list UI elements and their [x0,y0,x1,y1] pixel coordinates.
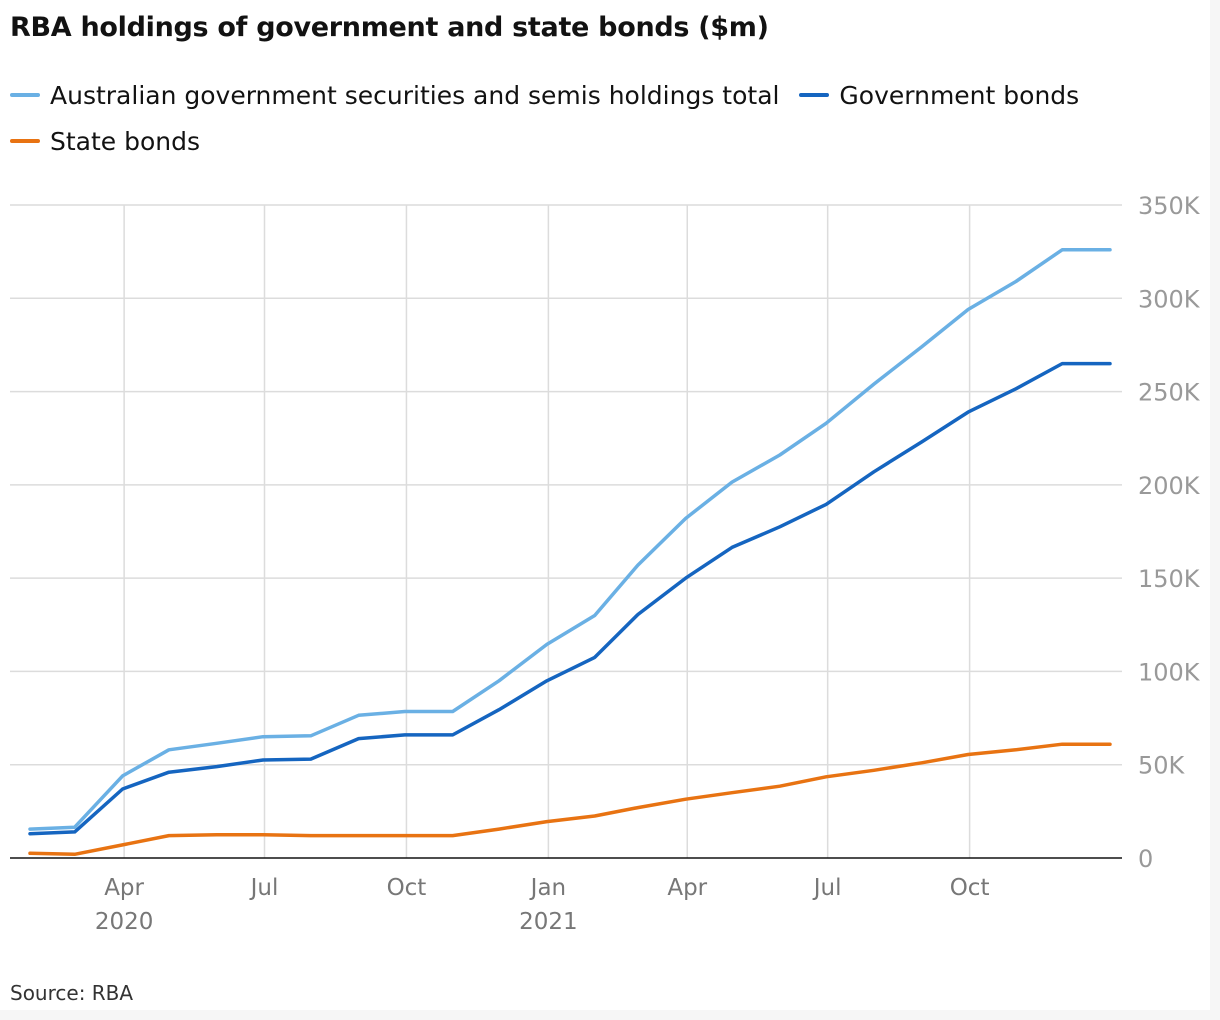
y-tick-label: 150K [1138,565,1201,593]
series-line-government [28,361,1112,836]
x-tick-label: Jul [249,875,279,901]
legend-item-state: State bonds [10,118,200,164]
y-tick-label: 0 [1138,845,1153,873]
y-tick-label: 250K [1138,379,1201,407]
y-tick-label: 200K [1138,472,1201,500]
series-line-state [28,742,1112,857]
legend-swatch-government [799,93,830,97]
x-tick-label: Oct [387,875,427,901]
y-tick-label: 100K [1138,658,1201,686]
series-line-total [28,248,1112,831]
x-tick-label: Oct [950,875,990,901]
x-tick-label: Apr [667,875,707,901]
x-tick-label: Jan [529,875,566,901]
chart-title: RBA holdings of government and state bon… [10,12,769,43]
chart-legend: Australian government securities and sem… [10,72,1190,164]
legend-swatch-state [10,139,40,143]
y-tick-label: 50K [1138,752,1186,780]
legend-label-total: Australian government securities and sem… [50,80,780,110]
legend-swatch-total [10,93,40,97]
line-chart: 0 50K 100K 150K 200K 250K 300K 350K Apr 2020 Jul Oc… [10,192,1201,935]
legend-label-government: Government bonds [839,80,1080,110]
legend-item-total: Australian government securities and sem… [10,72,779,118]
x-year-label: 2021 [519,909,578,935]
y-tick-label: 300K [1138,285,1201,313]
legend-label-state: State bonds [50,126,201,156]
x-year-label: 2020 [95,909,154,935]
x-tick-label: Jul [812,875,842,901]
x-tick-label: Apr [104,875,144,901]
source-note: Source: RBA [10,981,134,1005]
legend-item-government: Government bonds [799,72,1079,118]
y-tick-label: 350K [1138,192,1201,220]
